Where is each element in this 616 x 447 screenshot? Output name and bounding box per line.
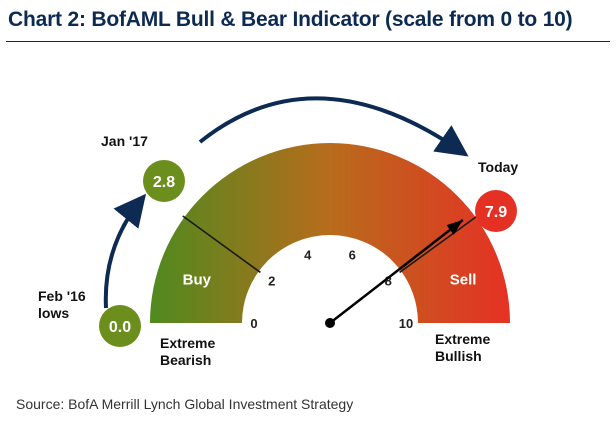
reading-label: Feb '16 lows xyxy=(38,288,86,321)
needle xyxy=(329,219,464,324)
progress-arrow-jan-today xyxy=(198,96,469,157)
reading-badge xyxy=(475,190,517,232)
reading-badge xyxy=(143,160,185,202)
tick-label: 8 xyxy=(385,274,392,289)
needle-pivot xyxy=(325,318,335,328)
extreme-bullish-label: Extreme Bullish xyxy=(435,331,490,364)
zone-label-sell: Sell xyxy=(450,272,477,289)
tick-label: 2 xyxy=(268,274,275,289)
reading-label: Today xyxy=(478,159,518,175)
progress-arrow-feb-jan xyxy=(103,193,147,309)
needle-head xyxy=(446,220,463,235)
gauge-band xyxy=(150,143,510,323)
zone-label-buy: Buy xyxy=(183,272,212,289)
reading-value: 0.0 xyxy=(109,319,131,336)
zone-divider-buy xyxy=(182,215,261,274)
reading-value: 2.8 xyxy=(153,174,175,191)
title-rule xyxy=(6,41,610,42)
reading-badge xyxy=(99,305,141,347)
tick-label: 0 xyxy=(250,316,257,331)
reading-value: 7.9 xyxy=(485,204,507,221)
extreme-bearish-label: Extreme Bearish xyxy=(160,335,215,368)
tick-label: 6 xyxy=(349,248,356,263)
chart-source: Source: BofA Merrill Lynch Global Invest… xyxy=(16,396,354,412)
zone-divider-sell xyxy=(399,215,478,274)
tick-label: 10 xyxy=(399,316,413,331)
tick-label: 4 xyxy=(304,248,312,263)
gauge-chart: Buy Sell 0 2 4 6 8 10 Extreme Bearish Extreme Bulli… xyxy=(38,96,518,368)
reading-label: Jan '17 xyxy=(101,133,148,149)
chart-title: Chart 2: BofAML Bull & Bear Indicator (s… xyxy=(8,8,573,31)
